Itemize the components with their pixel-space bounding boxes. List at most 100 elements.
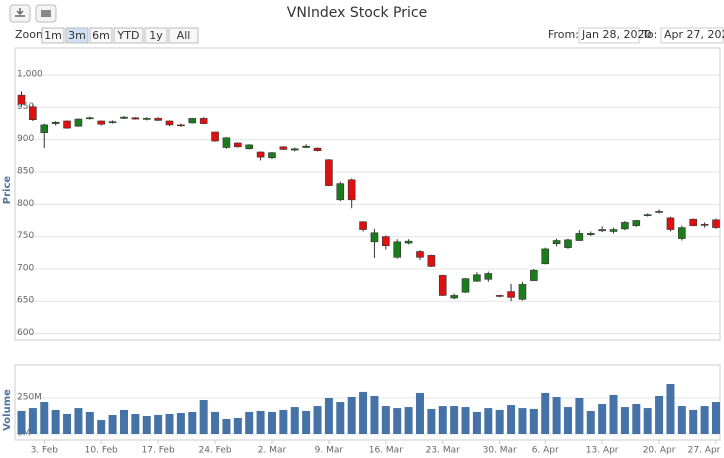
volume-bar xyxy=(484,408,493,434)
zoom-button-label[interactable]: 1m xyxy=(44,29,62,42)
candle-body xyxy=(678,227,686,239)
candle-body xyxy=(450,295,458,299)
candle-body xyxy=(211,131,219,142)
from-input[interactable] xyxy=(578,27,640,44)
volume-bar xyxy=(404,407,413,434)
candle-body xyxy=(495,295,504,297)
volume-bar xyxy=(313,406,322,434)
candle-body xyxy=(234,142,242,148)
volume-bar xyxy=(712,402,720,434)
candle-body xyxy=(165,120,174,126)
volume-bar xyxy=(370,395,379,434)
volume-bar xyxy=(381,406,390,434)
volume-bar xyxy=(563,407,572,434)
zoom-button-label[interactable]: YTD xyxy=(117,29,140,42)
volume-bar xyxy=(74,408,83,434)
volume-bar xyxy=(518,408,527,434)
volume-bar xyxy=(632,404,641,434)
print-icon xyxy=(41,10,51,17)
candle-body xyxy=(290,148,299,151)
candle-body xyxy=(154,118,162,121)
y-tick-label: 850 xyxy=(17,167,34,177)
print[interactable] xyxy=(35,4,57,23)
zoom-button[interactable] xyxy=(168,27,199,44)
volume-bar xyxy=(336,402,345,434)
candle-body xyxy=(666,217,675,230)
candle-body xyxy=(438,275,447,296)
volume-bar xyxy=(529,408,538,434)
volume-bar xyxy=(142,415,151,434)
candle-body xyxy=(643,214,652,216)
zoom-button[interactable] xyxy=(113,27,144,44)
x-tick-label: 10. Feb xyxy=(85,446,118,456)
volume-bar xyxy=(393,408,402,434)
candle-body xyxy=(518,284,527,300)
volume-bar xyxy=(609,394,618,434)
candle-body xyxy=(336,183,345,201)
x-tick-label: 27. Apr xyxy=(688,446,721,456)
candle-body xyxy=(461,278,470,293)
x-tick-label: 17. Feb xyxy=(142,446,175,456)
y-tick-label: 800 xyxy=(17,199,34,209)
volume-bar xyxy=(427,408,436,434)
candle-body xyxy=(29,106,37,121)
volume-bar xyxy=(575,397,584,434)
candle-body xyxy=(256,151,265,158)
zoom-button[interactable] xyxy=(65,27,89,44)
candle-body xyxy=(393,241,402,258)
y-tick-label: 700 xyxy=(17,263,34,273)
to-date[interactable]: Apr 27, 2020 xyxy=(664,28,724,41)
zoom-button-label[interactable]: 6m xyxy=(92,29,110,42)
zoom-button-label[interactable]: 3m xyxy=(68,29,86,42)
zoom-button[interactable] xyxy=(89,27,113,44)
volume-bar xyxy=(677,406,686,434)
export-print[interactable] xyxy=(9,4,31,23)
candle-body xyxy=(279,146,288,150)
x-tick-label: 2. Mar xyxy=(258,446,287,456)
zoom-button[interactable] xyxy=(41,27,65,44)
candle-body xyxy=(541,248,550,265)
zoom-button[interactable] xyxy=(144,27,168,44)
volume-bar xyxy=(324,397,333,434)
candle-body xyxy=(222,137,231,148)
candle-body xyxy=(586,233,595,235)
volume-bar xyxy=(689,409,698,434)
x-tick-label: 9. Mar xyxy=(315,446,344,456)
to-input[interactable] xyxy=(660,27,724,44)
y-axis-title: Price xyxy=(2,176,13,205)
candle-body xyxy=(484,273,493,280)
download-icon xyxy=(15,8,25,17)
candle-body xyxy=(609,229,618,232)
volume-bar xyxy=(154,414,163,434)
candle-body xyxy=(598,229,606,232)
candle-body xyxy=(473,274,481,282)
volume-bar xyxy=(108,414,117,434)
volume-bar xyxy=(666,384,675,434)
x-tick-label: 13. Apr xyxy=(586,446,619,456)
zoom-label: Zoom xyxy=(15,28,47,41)
candle-body xyxy=(120,116,128,119)
from-date[interactable]: Jan 28, 2020 xyxy=(581,28,651,41)
candle-body xyxy=(712,219,720,228)
volume-axis-title: Volume xyxy=(2,389,13,431)
candle-body xyxy=(40,124,49,133)
volume-tick-label: 250M xyxy=(17,392,42,402)
candle-body xyxy=(199,118,208,124)
volume-bar xyxy=(655,395,664,434)
candle-body xyxy=(74,118,83,127)
candle-body xyxy=(97,120,105,125)
candle-body xyxy=(507,291,515,298)
candle-body xyxy=(245,144,254,150)
zoom-button-label[interactable]: 1y xyxy=(149,29,163,42)
candle-body xyxy=(359,221,367,230)
volume-bar xyxy=(199,400,208,434)
volume-bar xyxy=(40,402,49,434)
x-tick-label: 3. Feb xyxy=(31,446,59,456)
volume-bar xyxy=(119,409,128,434)
y-tick-label: 750 xyxy=(17,231,34,241)
x-tick-label: 16. Mar xyxy=(369,446,403,456)
zoom-button-label[interactable]: All xyxy=(177,29,191,42)
from-label: From: xyxy=(548,28,579,41)
candle-body xyxy=(108,121,117,123)
volume-bar xyxy=(222,419,231,434)
